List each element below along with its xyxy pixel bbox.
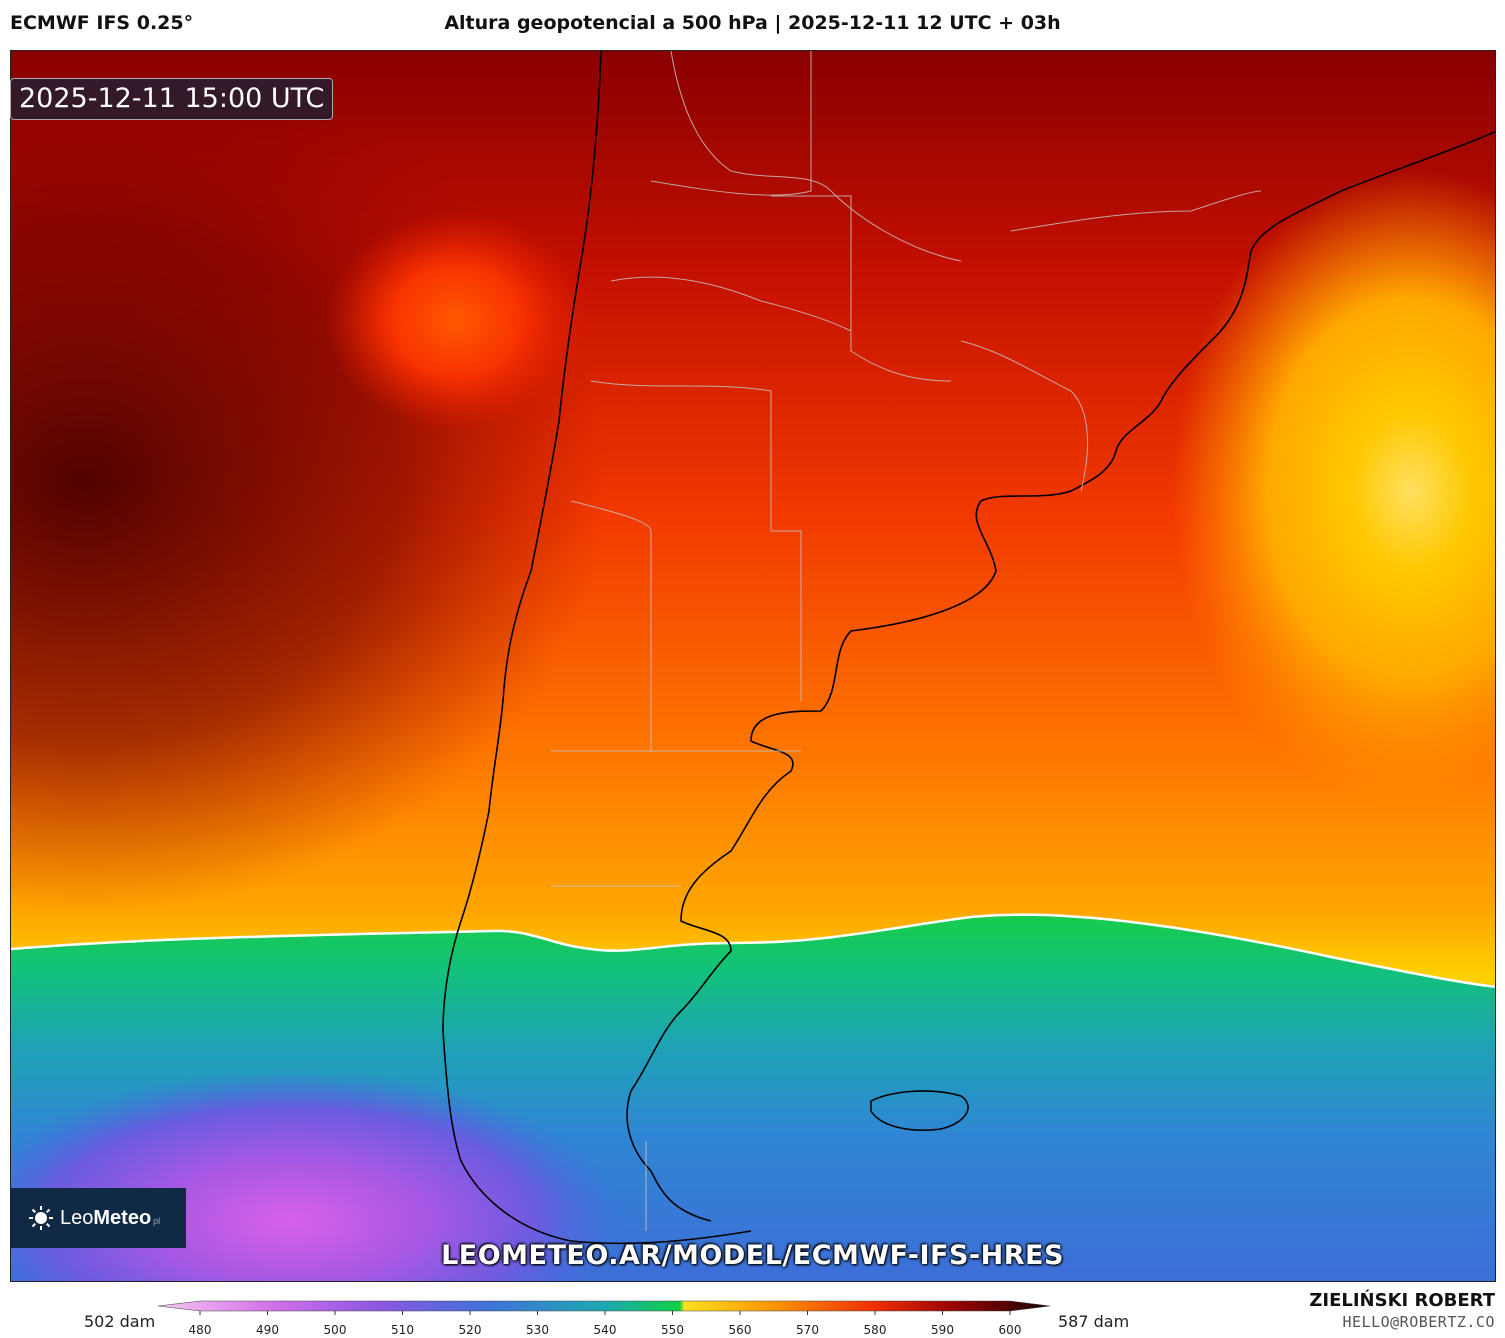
colorbar-min-label: 502 dam: [84, 1312, 156, 1331]
geopotential-map: [11, 51, 1495, 1281]
colorbar-tick-label: 600: [998, 1323, 1022, 1337]
author-email[interactable]: HELLO@ROBERTZ.CO: [1342, 1313, 1495, 1331]
colorbar-tick-label: 570: [796, 1323, 819, 1337]
colorbar-tick-label: 550: [661, 1323, 684, 1337]
author-credit: ZIELIŃSKI ROBERT: [1309, 1290, 1495, 1311]
colorbar-tick-label: 590: [931, 1323, 954, 1337]
leometeo-logo[interactable]: LeoMeteo pl: [10, 1188, 186, 1248]
colorbar-tick-label: 560: [728, 1323, 752, 1337]
coastlines: [442, 51, 1495, 1245]
colorbar-tick-label: 580: [863, 1323, 887, 1337]
colorbar-tick-label: 530: [526, 1323, 549, 1337]
cutoff-cell: [326, 211, 586, 431]
colorbar-max-label: 587 dam: [1058, 1312, 1130, 1331]
sun-icon: [29, 1206, 53, 1230]
colorbar-tick-label: 480: [188, 1323, 212, 1337]
model-label: ECMWF IFS 0.25°: [10, 12, 194, 34]
colorbar-tick-label: 510: [391, 1323, 414, 1337]
atlantic-ridge: [1171, 171, 1495, 811]
colorbar-tick-label: 500: [323, 1323, 347, 1337]
map-view[interactable]: [10, 50, 1496, 1282]
colorbar: [157, 1300, 1051, 1315]
contour-552: [11, 913, 1495, 989]
colorbar-ramp: [157, 1300, 1051, 1312]
colorbar-tick-label: 520: [458, 1323, 482, 1337]
logo-text: LeoMeteo pl: [60, 1206, 161, 1229]
source-watermark: LEOMETEO.AR/MODEL/ECMWF-IFS-HRES: [441, 1240, 1064, 1271]
chart-title: Altura geopotencial a 500 hPa | 2025-12-…: [444, 12, 1061, 34]
borders: [551, 51, 1262, 1231]
colorbar-tick-label: 540: [593, 1323, 617, 1337]
colorbar-tick-label: 490: [256, 1323, 279, 1337]
valid-time-badge: 2025-12-11 15:00 UTC: [10, 78, 334, 120]
